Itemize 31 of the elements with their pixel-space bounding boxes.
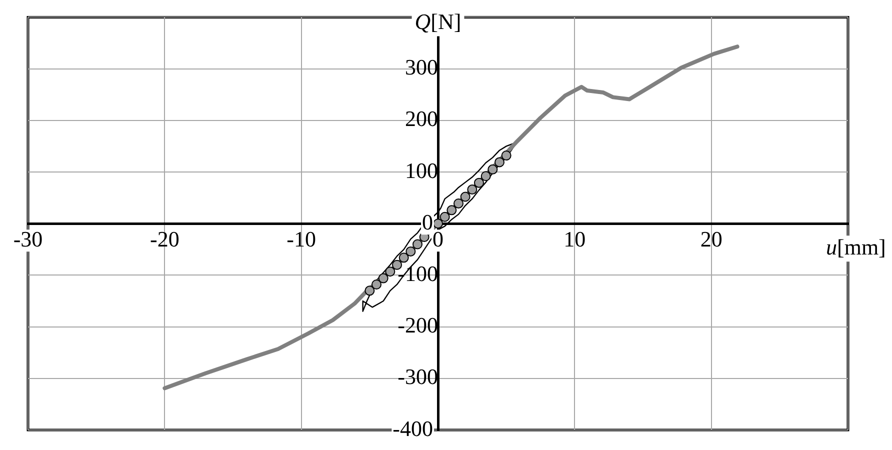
point	[372, 279, 382, 290]
point	[488, 164, 498, 174]
point	[446, 205, 457, 216]
point	[454, 198, 464, 208]
x-tick-label: 20	[700, 226, 722, 252]
y-tick-label: 200	[405, 106, 438, 132]
y-tick-label: 100	[405, 158, 438, 183]
x-tick-label: -10	[286, 226, 316, 252]
point	[440, 212, 450, 222]
y-tick-label: -300	[398, 364, 438, 390]
point	[501, 150, 512, 160]
point	[385, 266, 396, 277]
point	[378, 273, 388, 284]
point	[494, 157, 504, 168]
y-tick-label: 300	[405, 54, 438, 80]
y-axis-title: Q[N]	[414, 8, 462, 34]
point	[460, 192, 470, 202]
y-tick-label: -200	[398, 312, 438, 338]
y-tick-label: -400	[392, 416, 433, 441]
point	[433, 218, 443, 229]
point	[406, 246, 416, 256]
point	[474, 178, 484, 188]
point	[480, 171, 491, 182]
x-tick-label: -30	[13, 226, 43, 252]
point	[467, 184, 478, 195]
x-tick-label: -20	[150, 226, 180, 252]
point	[398, 252, 409, 263]
point	[412, 239, 422, 250]
point	[364, 286, 375, 296]
x-tick-label: 10	[564, 226, 586, 252]
x-axis-title: u[mm]	[826, 234, 886, 260]
